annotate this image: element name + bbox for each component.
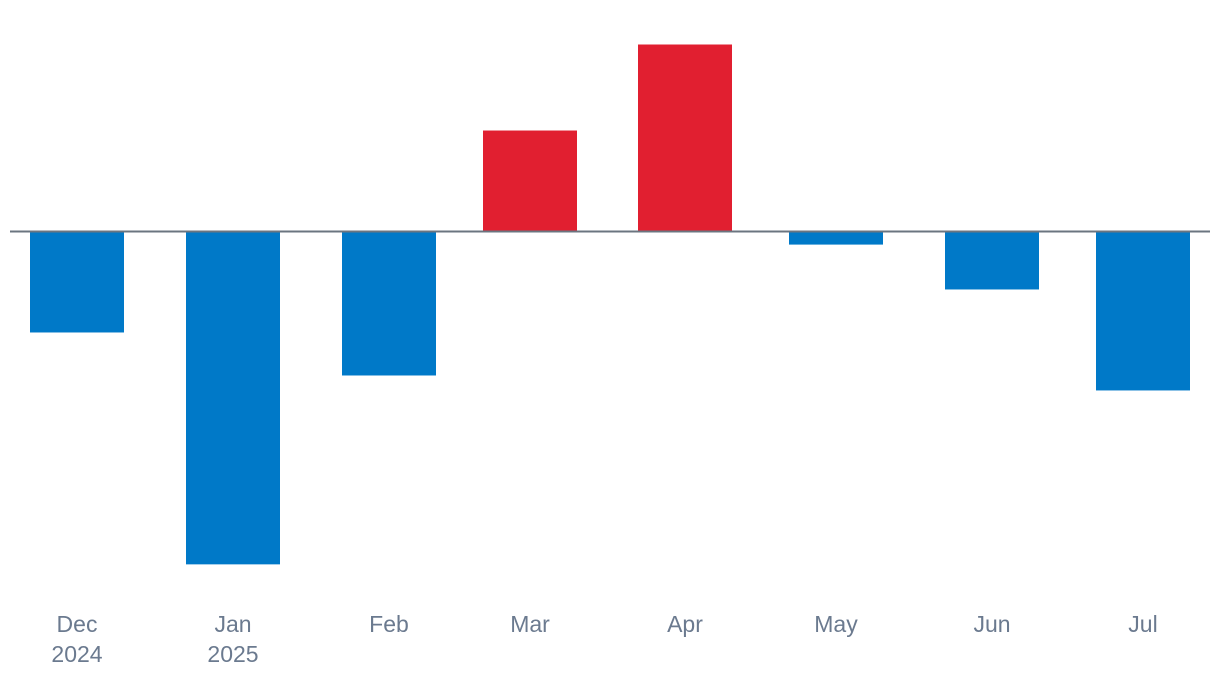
bar-may xyxy=(789,231,883,245)
x-tick-label-line: Feb xyxy=(369,611,409,637)
x-tick-label-may: May xyxy=(814,611,858,637)
x-tick-label-line: May xyxy=(814,611,858,637)
x-tick-label-jul: Jul xyxy=(1128,611,1157,637)
x-tick-label-line: Mar xyxy=(510,611,550,637)
x-tick-label-line: 2024 xyxy=(51,641,102,667)
bars-group xyxy=(30,44,1190,565)
x-axis-tick-labels: Dec 2024 Jan 2025 Feb Mar Apr May Jun Jul xyxy=(51,611,1157,667)
x-tick-label-line: Apr xyxy=(667,611,703,637)
bar-jun xyxy=(945,231,1039,290)
x-tick-label-mar: Mar xyxy=(510,611,550,637)
x-tick-label-dec-2024: Dec 2024 xyxy=(51,611,102,667)
bar-feb xyxy=(342,231,436,376)
x-tick-label-line: Jun xyxy=(973,611,1010,637)
x-tick-label-apr: Apr xyxy=(667,611,703,637)
bar-mar xyxy=(483,130,577,232)
bar-jan-2025 xyxy=(186,231,280,565)
bar-dec-2024 xyxy=(30,231,124,333)
x-tick-label-line: Dec xyxy=(57,611,98,637)
x-tick-label-line: Jan xyxy=(214,611,251,637)
bar-jul xyxy=(1096,231,1190,391)
x-tick-label-feb: Feb xyxy=(369,611,409,637)
x-tick-label-line: Jul xyxy=(1128,611,1157,637)
x-tick-label-line: 2025 xyxy=(207,641,258,667)
bar-apr xyxy=(638,44,732,232)
x-tick-label-jun: Jun xyxy=(973,611,1010,637)
x-tick-label-jan-2025: Jan 2025 xyxy=(207,611,258,667)
